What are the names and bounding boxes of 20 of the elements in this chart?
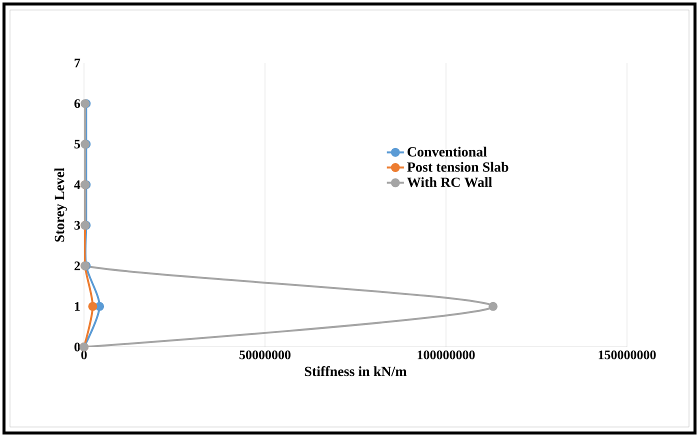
point bbox=[95, 302, 104, 311]
x-tick-label: 0 bbox=[81, 350, 87, 360]
y-axis-title: Storey Level bbox=[54, 168, 68, 242]
legend-label: With RC Wall bbox=[407, 177, 492, 188]
x-tick-label: 50000000 bbox=[240, 350, 291, 360]
y-tick-label: 7 bbox=[74, 58, 80, 68]
y-tick-label: 6 bbox=[74, 99, 80, 108]
x-tick-label: 150000000 bbox=[598, 350, 656, 360]
y-tick-label: 2 bbox=[74, 262, 80, 270]
point bbox=[488, 302, 498, 311]
legend-label: Post tension Slab bbox=[407, 162, 508, 172]
y-tick-label: 1 bbox=[75, 302, 80, 311]
y-tick-label: 5 bbox=[74, 140, 80, 148]
y-tick-label: 0 bbox=[74, 342, 80, 352]
x-tick-label: 100000000 bbox=[418, 350, 475, 360]
point bbox=[88, 302, 98, 311]
y-tick-label: 4 bbox=[74, 180, 80, 189]
x-axis-title: Stiffness in kN/m bbox=[304, 366, 407, 376]
legend-label: Conventional bbox=[408, 146, 487, 157]
y-tick-label: 3 bbox=[74, 220, 80, 230]
